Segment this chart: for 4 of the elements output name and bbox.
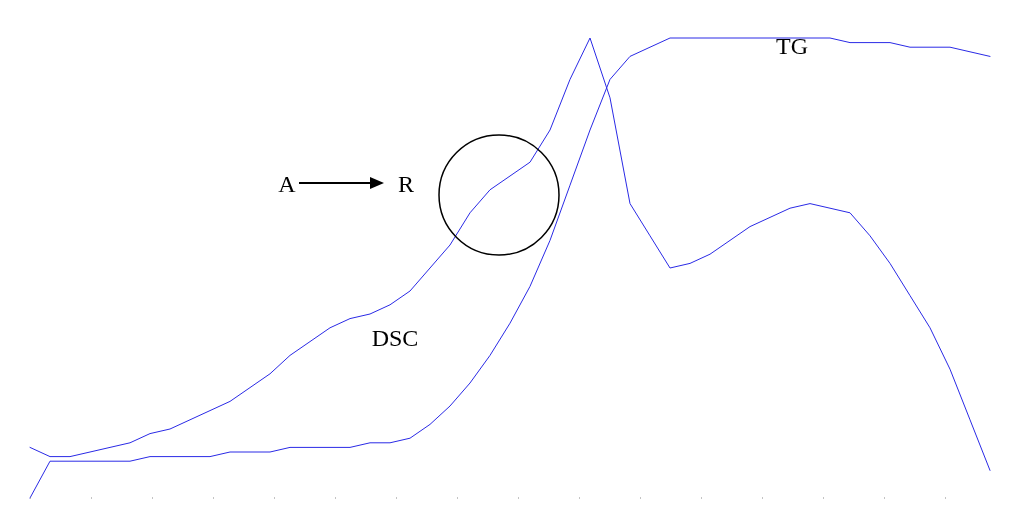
series-label: TG (776, 32, 808, 59)
annotation: R (397, 170, 415, 197)
series-label: DSC (371, 324, 419, 351)
annotation: A (278, 170, 297, 197)
